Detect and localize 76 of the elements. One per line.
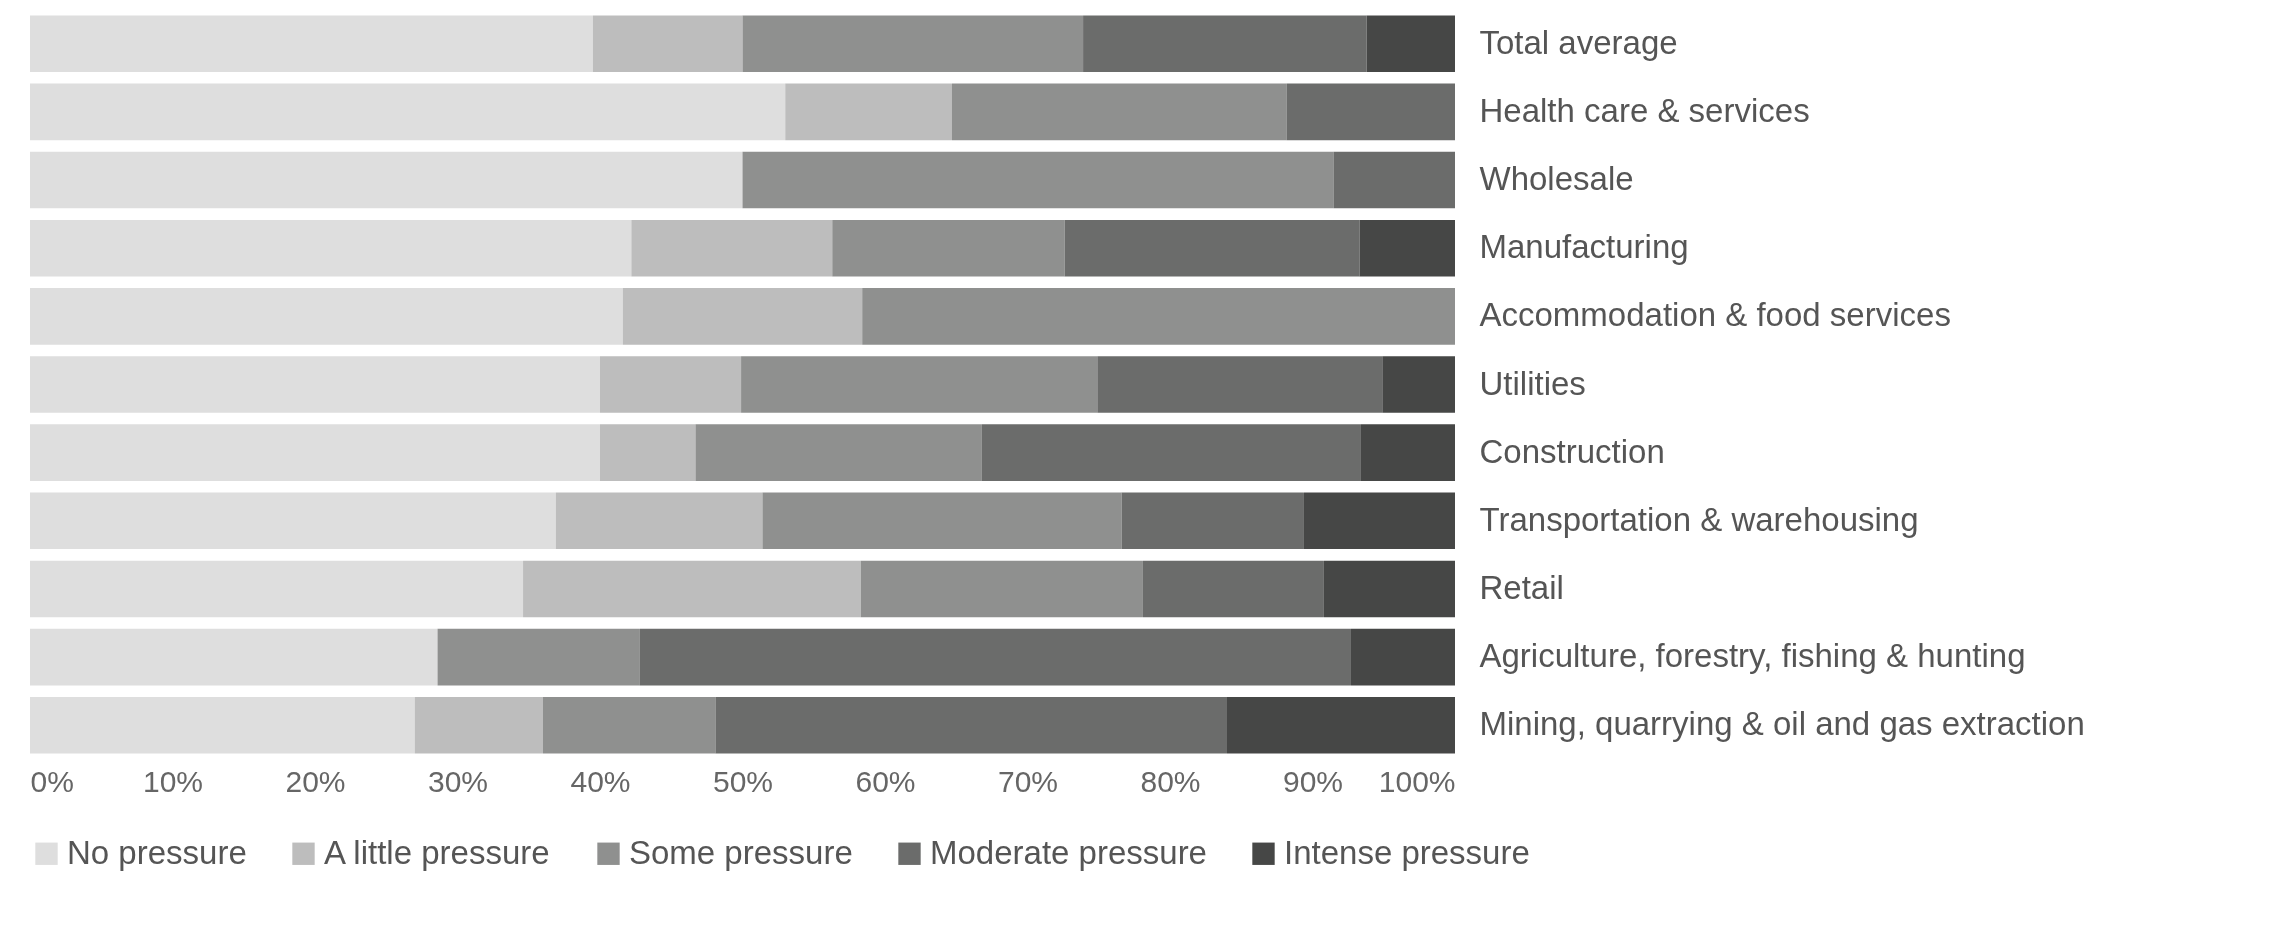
bar bbox=[1142, 560, 1324, 618]
bar bbox=[1333, 151, 1455, 209]
bar bbox=[981, 424, 1361, 481]
y-tick-label: Retail bbox=[1479, 568, 1564, 606]
bar bbox=[631, 219, 833, 277]
bar bbox=[860, 560, 1143, 618]
x-tick-label: 40% bbox=[570, 764, 631, 798]
bar bbox=[695, 424, 982, 481]
bar bbox=[1382, 356, 1455, 413]
x-tick-label: 20% bbox=[285, 764, 346, 798]
y-tick-label: Mining, quarrying & oil and gas extraction bbox=[1479, 705, 2085, 743]
bar bbox=[414, 697, 543, 754]
bar bbox=[30, 219, 632, 277]
bar bbox=[622, 288, 863, 345]
bar bbox=[543, 697, 716, 754]
x-tick-label: 100% bbox=[1378, 764, 1456, 798]
legend-label: No pressure bbox=[67, 833, 247, 871]
bar bbox=[1083, 15, 1367, 72]
bar bbox=[30, 424, 600, 481]
legend-label: Intense pressure bbox=[1284, 833, 1530, 871]
bar bbox=[1064, 219, 1360, 277]
bar bbox=[30, 151, 743, 209]
y-tick-label: Agriculture, forestry, fishing & hunting bbox=[1479, 637, 2026, 675]
bar bbox=[1350, 628, 1455, 686]
bar bbox=[30, 288, 623, 345]
bar bbox=[555, 492, 763, 550]
bar bbox=[30, 492, 556, 550]
y-tick-label: Accommodation & food services bbox=[1479, 296, 1951, 334]
bar bbox=[1286, 83, 1455, 141]
bar bbox=[30, 628, 438, 686]
bar bbox=[30, 356, 600, 413]
bar bbox=[30, 15, 593, 72]
y-tick-label: Utilities bbox=[1479, 364, 1586, 402]
bar bbox=[30, 83, 786, 141]
y-tick-label: Transportation & warehousing bbox=[1479, 500, 1919, 538]
y-tick-label: Wholesale bbox=[1479, 160, 1634, 198]
bar bbox=[437, 628, 640, 686]
bar bbox=[600, 356, 742, 413]
legend-label: Moderate pressure bbox=[930, 833, 1207, 871]
bar bbox=[832, 219, 1065, 277]
bar bbox=[592, 15, 743, 72]
bar bbox=[1359, 219, 1455, 277]
bar bbox=[742, 15, 1084, 72]
bar bbox=[523, 560, 861, 618]
x-tick-label: 30% bbox=[427, 764, 489, 798]
legend-label: A little pressure bbox=[324, 833, 550, 871]
bar bbox=[1323, 560, 1455, 618]
y-tick-label: Manufacturing bbox=[1479, 228, 1689, 266]
bar bbox=[762, 492, 1122, 550]
x-tick-label: 90% bbox=[1282, 764, 1344, 798]
bar bbox=[951, 83, 1287, 141]
x-tick-label: 0% bbox=[30, 764, 74, 798]
y-tick-label: Health care & services bbox=[1479, 91, 1810, 129]
x-tick-label: 70% bbox=[997, 764, 1059, 798]
bar bbox=[1121, 492, 1304, 550]
x-tick-label: 60% bbox=[855, 764, 916, 798]
y-tick-label: Construction bbox=[1479, 432, 1665, 470]
bar bbox=[1227, 697, 1455, 754]
bar bbox=[741, 356, 1098, 413]
bar bbox=[1303, 492, 1455, 550]
bar bbox=[1097, 356, 1383, 413]
bar bbox=[600, 424, 696, 481]
bar bbox=[639, 628, 1351, 686]
bar bbox=[30, 560, 524, 618]
bar bbox=[785, 83, 952, 141]
legend-label: Some pressure bbox=[629, 833, 853, 871]
x-tick-label: 80% bbox=[1140, 764, 1201, 798]
bar bbox=[30, 697, 415, 754]
bar bbox=[742, 151, 1334, 209]
y-tick-label: Total average bbox=[1479, 23, 1678, 61]
x-tick-label: 10% bbox=[142, 764, 204, 798]
x-tick-label: 50% bbox=[712, 764, 774, 798]
bar bbox=[715, 697, 1227, 754]
bar bbox=[1360, 424, 1455, 481]
bar bbox=[862, 288, 1455, 345]
bar bbox=[1366, 15, 1455, 72]
